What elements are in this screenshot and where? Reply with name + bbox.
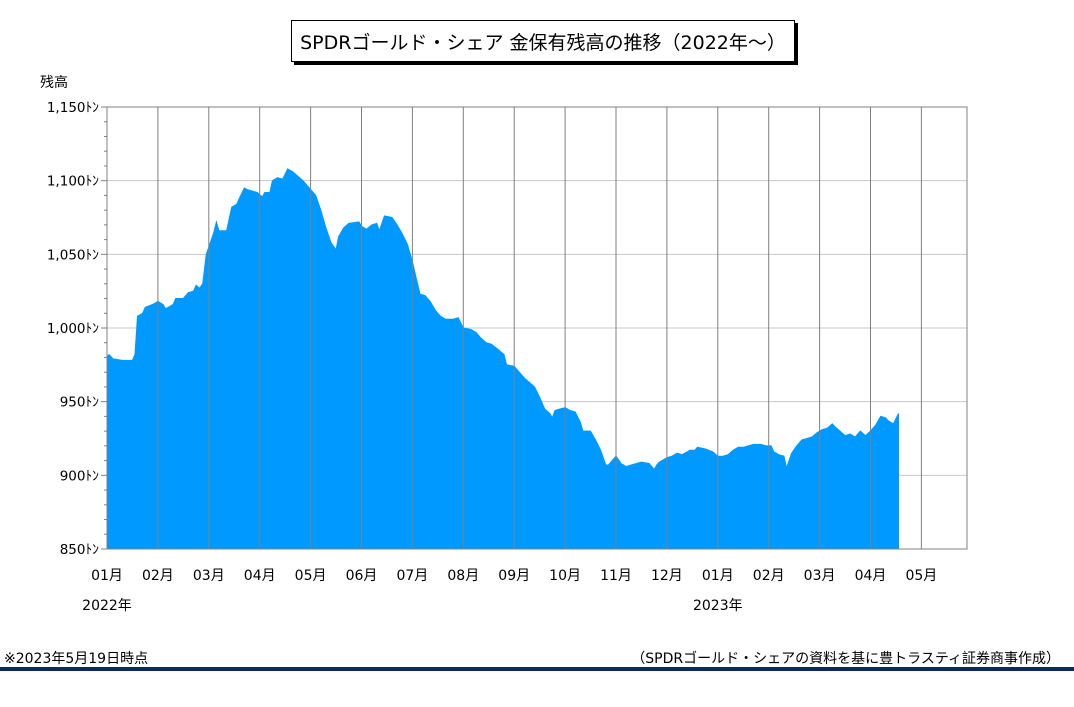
x-tick-label: 05月 xyxy=(905,568,937,584)
x-tick-label: 06月 xyxy=(346,568,378,584)
y-tick-label: 1,100ﾄﾝ xyxy=(47,174,99,190)
x-tick-label: 01月 xyxy=(702,568,734,584)
y-tick-label: 850ﾄﾝ xyxy=(60,542,100,558)
y-tick-label: 1,050ﾄﾝ xyxy=(47,247,99,263)
x-tick-label: 05月 xyxy=(295,568,327,584)
holdings-area xyxy=(106,168,899,550)
y-axis-label: 残高 xyxy=(40,75,68,91)
x-tick-label: 02月 xyxy=(753,568,785,584)
footnote-date: ※2023年5月19日時点 xyxy=(4,651,149,667)
x-tick-label: 02月 xyxy=(142,568,174,584)
x-tick-label: 04月 xyxy=(855,568,887,584)
x-tick-label: 04月 xyxy=(244,568,276,584)
x-tick-label: 03月 xyxy=(804,568,836,584)
x-tick-label: 07月 xyxy=(396,568,428,584)
y-tick-label: 900ﾄﾝ xyxy=(60,468,100,484)
y-tick-label: 1,150ﾄﾝ xyxy=(47,100,99,116)
x-tick-label: 11月 xyxy=(600,568,632,584)
x-tick-label: 12月 xyxy=(651,568,683,584)
x-tick-label: 10月 xyxy=(549,568,581,584)
year-label: 2022年 xyxy=(82,598,132,614)
x-tick-label: 08月 xyxy=(447,568,479,584)
x-tick-label: 09月 xyxy=(498,568,530,584)
y-tick-label: 1,000ﾄﾝ xyxy=(47,321,99,337)
x-tick-label: 03月 xyxy=(193,568,225,584)
x-tick-label: 01月 xyxy=(91,568,123,584)
source-credit: （SPDRゴールド・シェアの資料を基に豊トラスティ証券商事作成） xyxy=(631,651,1060,667)
y-tick-label: 950ﾄﾝ xyxy=(60,395,100,411)
bottom-divider xyxy=(0,667,1074,671)
year-label: 2023年 xyxy=(693,598,743,614)
chart-title: SPDRゴールド・シェア 金保有残高の推移（2022年～） xyxy=(291,20,795,62)
